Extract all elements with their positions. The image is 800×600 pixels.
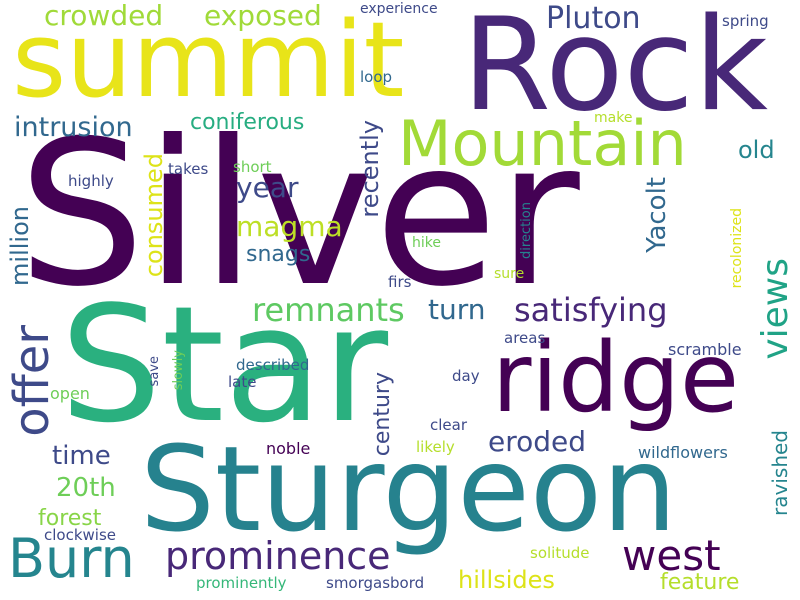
word-noble: noble <box>266 439 311 458</box>
word-described: described <box>236 356 310 374</box>
word-smorgasbord: smorgasbord <box>326 574 425 592</box>
word-ridge: ridge <box>492 322 740 434</box>
word-firs: firs <box>388 273 412 291</box>
word-star: Star <box>60 271 389 458</box>
word-forest: forest <box>38 506 102 531</box>
word-day: day <box>452 367 480 385</box>
word-views: views <box>755 258 796 360</box>
word-mountain: Mountain <box>398 107 687 180</box>
word-sure: sure <box>494 266 525 282</box>
word-coniferous: coniferous <box>190 110 305 135</box>
word-direction: direction <box>519 202 534 259</box>
word-twentieth: 20th <box>56 473 116 503</box>
word-century: century <box>370 372 395 457</box>
word-prominently: prominently <box>196 574 287 592</box>
word-clockwise: clockwise <box>44 526 117 544</box>
word-likely: likely <box>416 438 455 456</box>
word-save: save <box>147 356 162 387</box>
word-rock: Rock <box>462 0 768 140</box>
word-pluton: Pluton <box>546 1 641 36</box>
word-wildflowers: wildflowers <box>638 443 728 462</box>
word-exposed: exposed <box>204 0 322 32</box>
word-remnants: remnants <box>252 291 405 329</box>
word-summit: summit <box>12 0 405 121</box>
word-prominence: prominence <box>165 534 391 578</box>
word-burn: Burn <box>8 527 135 590</box>
word-make: make <box>594 110 633 126</box>
word-open: open <box>50 384 90 403</box>
word-recently: recently <box>356 120 384 218</box>
word-consumed: consumed <box>140 153 168 278</box>
word-time: time <box>52 441 111 471</box>
word-scramble: scramble <box>668 340 742 359</box>
word-offer: offer <box>4 325 60 437</box>
word-hike: hike <box>412 235 441 251</box>
word-takes: takes <box>168 160 209 178</box>
word-year: year <box>236 171 299 204</box>
word-short: short <box>233 158 272 176</box>
word-feature: feature <box>660 570 740 595</box>
word-snags: snags <box>246 242 311 267</box>
word-yacolt: Yacolt <box>642 177 672 253</box>
word-west: west <box>622 531 721 580</box>
word-sturgeon: Sturgeon <box>140 420 677 558</box>
word-experience: experience <box>360 1 438 17</box>
word-eroded: eroded <box>488 425 587 458</box>
word-recolonized: recolonized <box>729 208 745 289</box>
word-late: late <box>228 373 257 391</box>
word-slowly: slowly <box>171 350 186 391</box>
word-turn: turn <box>428 293 486 326</box>
word-loop: loop <box>360 68 393 86</box>
word-areas: areas <box>504 329 546 347</box>
word-crowded: crowded <box>44 0 164 32</box>
word-million: million <box>6 206 34 286</box>
word-clear: clear <box>430 416 468 434</box>
word-spring: spring <box>722 12 769 30</box>
word-silver: Silver <box>18 98 580 331</box>
word-ravished: ravished <box>768 430 792 516</box>
word-solitude: solitude <box>530 544 590 562</box>
word-intrusion: intrusion <box>14 112 133 143</box>
word-satisfying: satisfying <box>514 291 668 329</box>
word-highly: highly <box>68 172 114 190</box>
word-old: old <box>738 136 775 164</box>
word-magma: magma <box>236 210 343 243</box>
word-hillsides: hillsides <box>458 566 555 594</box>
